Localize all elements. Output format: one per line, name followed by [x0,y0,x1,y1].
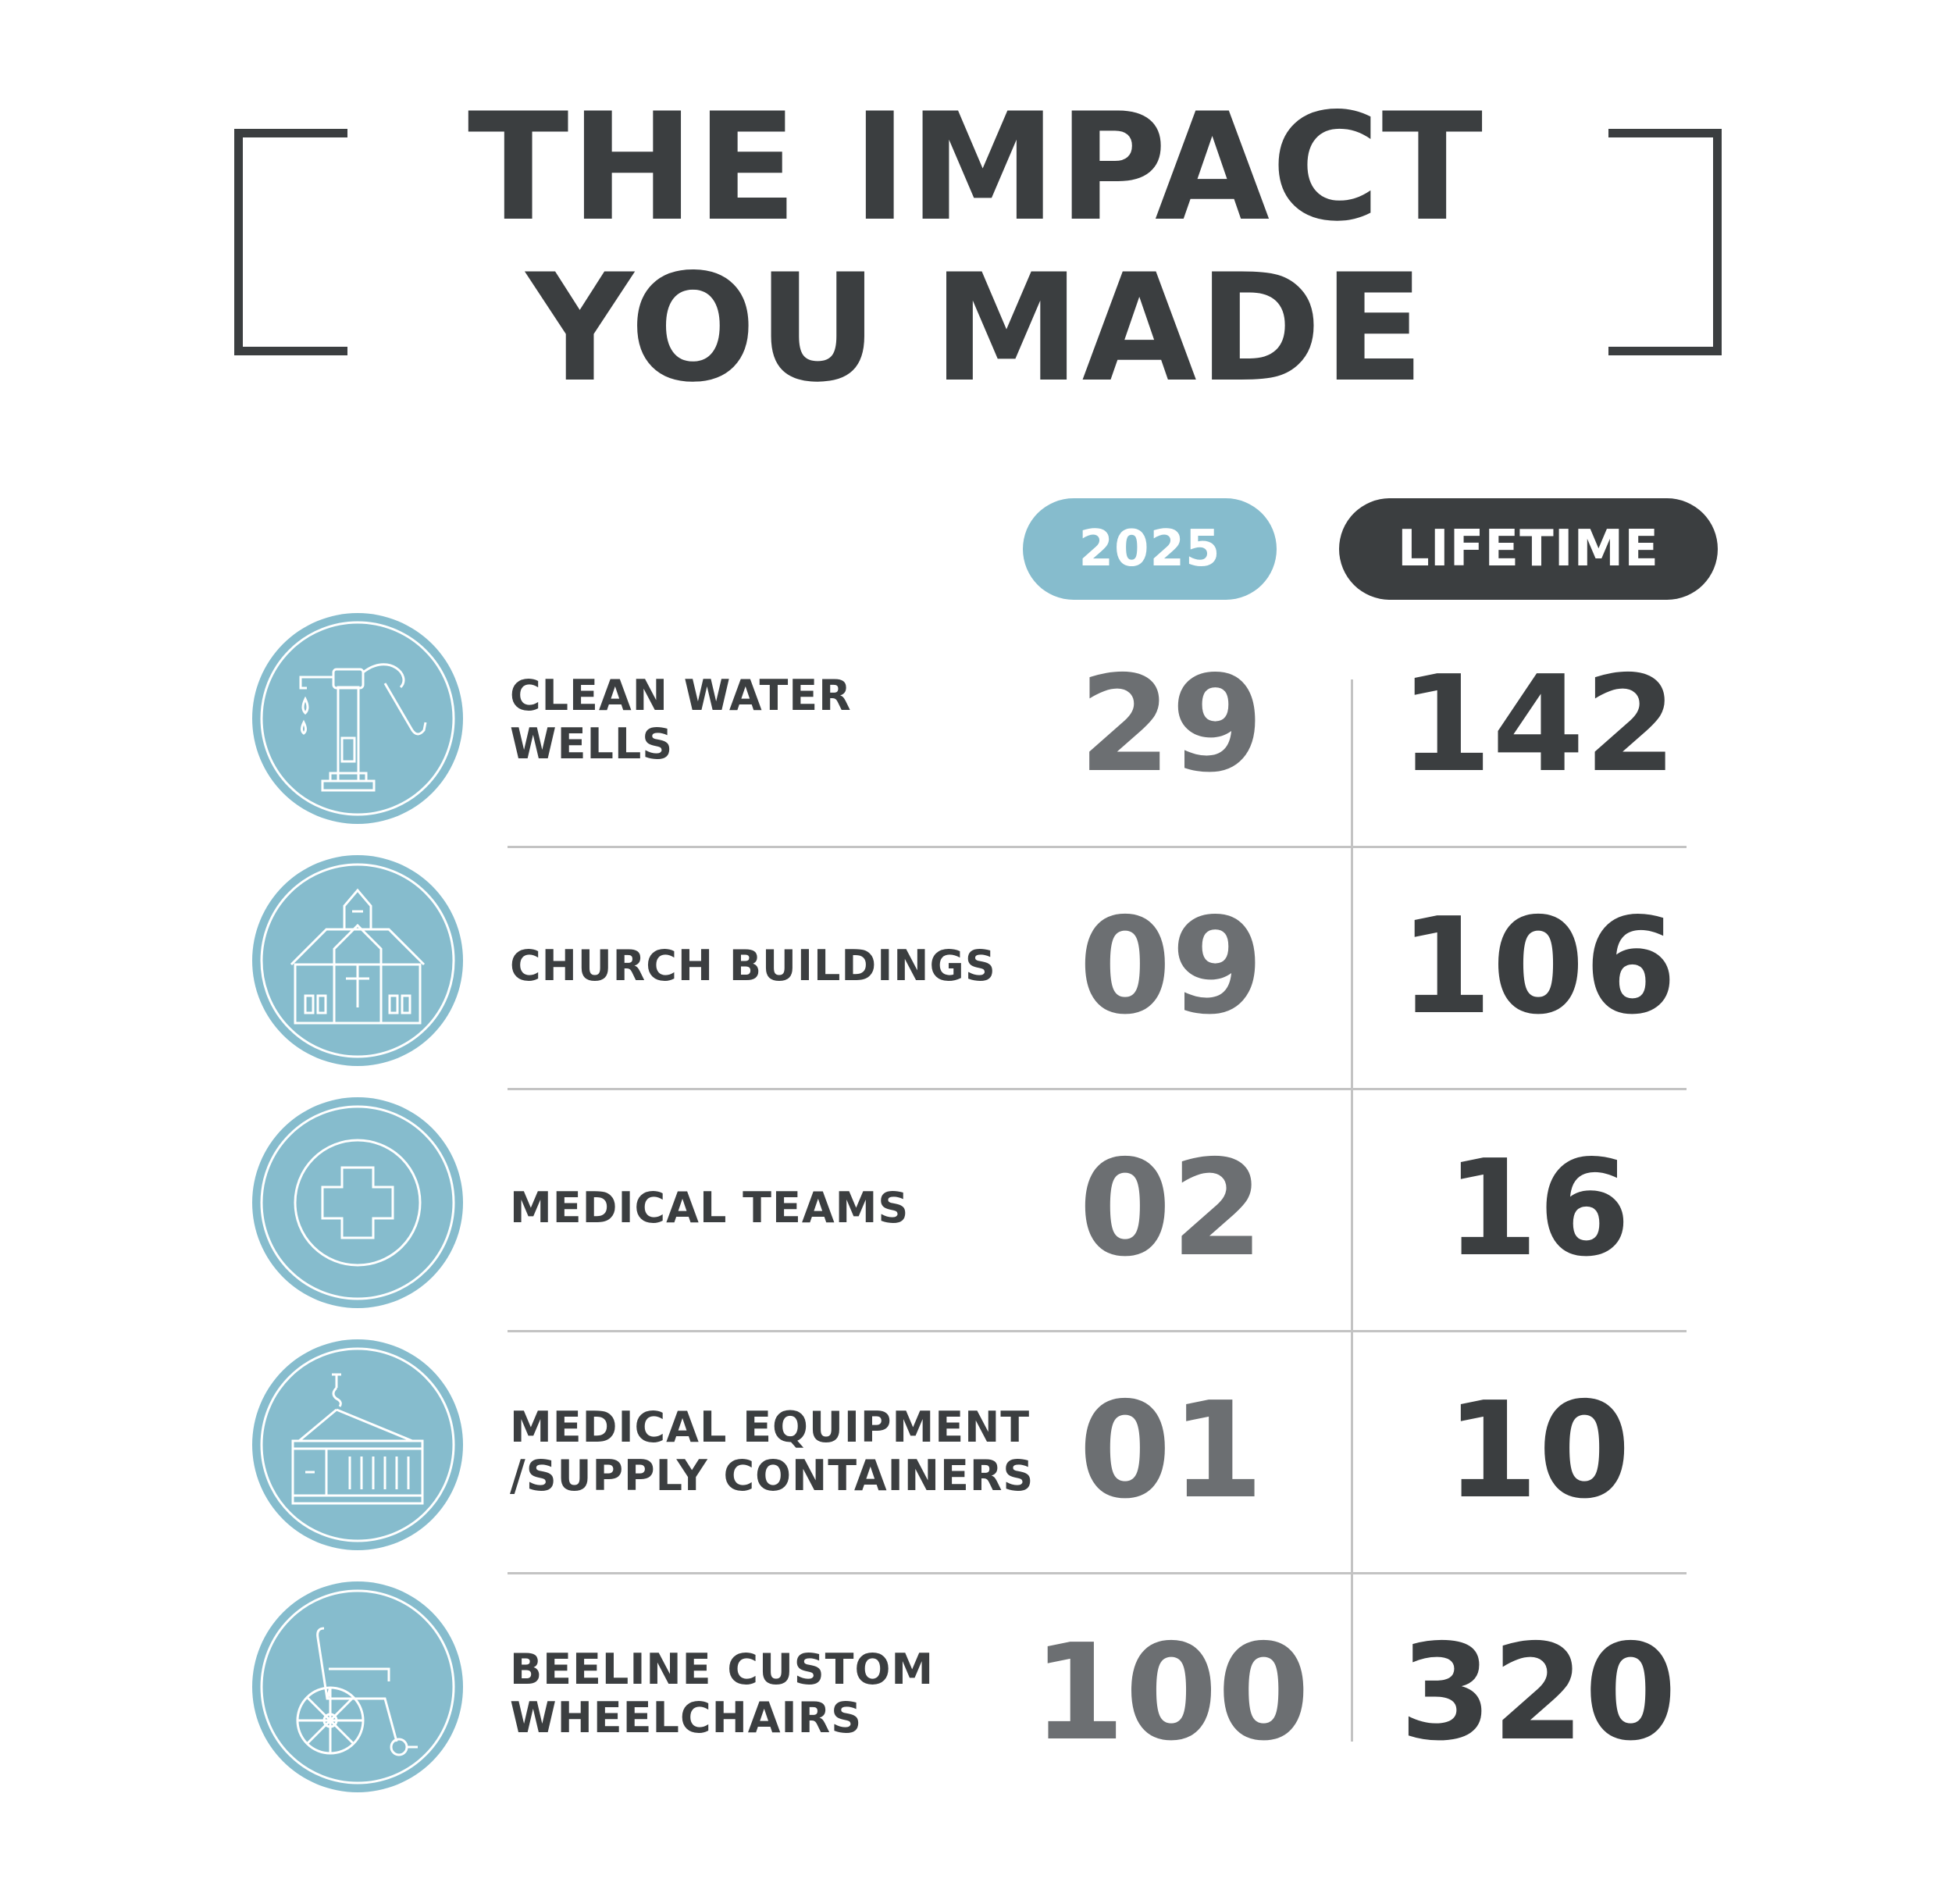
value-2025: 01 [1078,1374,1264,1528]
value-2025: 02 [1078,1132,1264,1286]
title-bracket-left [234,129,347,355]
row-label-line2: WHEELCHAIRS [510,1693,863,1742]
title-bracket-right [1608,129,1722,355]
value-2025: 29 [1078,647,1264,802]
row-label-line1: CLEAN WATER [510,671,852,720]
value-lifetime: 10 [1445,1374,1631,1528]
row-label-line1: MEDICAL TEAMS [510,1183,910,1232]
wheelchair-icon [252,1581,463,1792]
value-2025: 09 [1078,890,1264,1044]
medical-cross-icon [252,1097,463,1308]
row-divider [508,1572,1687,1574]
value-lifetime: 16 [1445,1132,1631,1286]
row-label-line1: MEDICAL EQUIPMENT [510,1403,1031,1452]
column-header-2025: 2025 [1023,498,1277,600]
church-icon [252,855,463,1066]
value-lifetime: 106 [1399,890,1677,1044]
row-label-line2: /SUPPLY CONTAINERS [510,1451,1035,1500]
row-label-line1: CHURCH BUILDINGS [510,941,996,990]
row-divider [508,1330,1687,1332]
column-divider [1351,679,1353,1742]
value-2025: 100 [1032,1616,1310,1770]
column-header-lifetime: LIFETIME [1339,498,1718,600]
value-lifetime: 320 [1399,1616,1677,1770]
row-label-line1: BEELINE CUSTOM [510,1645,935,1694]
row-label-line2: WELLS [510,719,674,768]
row-divider [508,1088,1687,1090]
shipping-container-icon [252,1339,463,1550]
page-title-line1: THE IMPACT [467,81,1485,254]
water-pump-icon [252,613,463,824]
value-lifetime: 142 [1399,647,1677,802]
row-divider [508,846,1687,848]
page-title-line2: YOU MADE [525,242,1427,415]
